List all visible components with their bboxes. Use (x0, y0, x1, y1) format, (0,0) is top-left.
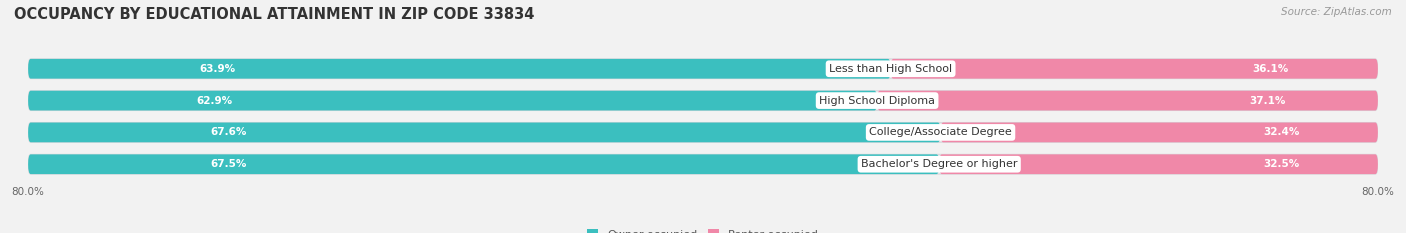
Text: College/Associate Degree: College/Associate Degree (869, 127, 1012, 137)
FancyBboxPatch shape (28, 91, 1378, 110)
FancyBboxPatch shape (28, 123, 941, 142)
Text: Less than High School: Less than High School (830, 64, 952, 74)
FancyBboxPatch shape (941, 123, 1378, 142)
Legend: Owner-occupied, Renter-occupied: Owner-occupied, Renter-occupied (582, 225, 824, 233)
Text: 32.4%: 32.4% (1264, 127, 1301, 137)
Text: 67.6%: 67.6% (211, 127, 247, 137)
Text: Source: ZipAtlas.com: Source: ZipAtlas.com (1281, 7, 1392, 17)
Text: Bachelor's Degree or higher: Bachelor's Degree or higher (860, 159, 1018, 169)
FancyBboxPatch shape (877, 91, 1378, 110)
FancyBboxPatch shape (28, 154, 1378, 174)
Text: 37.1%: 37.1% (1250, 96, 1286, 106)
Text: High School Diploma: High School Diploma (820, 96, 935, 106)
FancyBboxPatch shape (28, 123, 1378, 142)
Text: 32.5%: 32.5% (1263, 159, 1299, 169)
Text: 63.9%: 63.9% (200, 64, 236, 74)
FancyBboxPatch shape (939, 154, 1378, 174)
Text: 67.5%: 67.5% (211, 159, 246, 169)
FancyBboxPatch shape (890, 59, 1378, 79)
FancyBboxPatch shape (28, 154, 939, 174)
Text: 62.9%: 62.9% (197, 96, 233, 106)
FancyBboxPatch shape (28, 91, 877, 110)
FancyBboxPatch shape (28, 59, 890, 79)
Text: 36.1%: 36.1% (1253, 64, 1289, 74)
Text: OCCUPANCY BY EDUCATIONAL ATTAINMENT IN ZIP CODE 33834: OCCUPANCY BY EDUCATIONAL ATTAINMENT IN Z… (14, 7, 534, 22)
FancyBboxPatch shape (28, 59, 1378, 79)
